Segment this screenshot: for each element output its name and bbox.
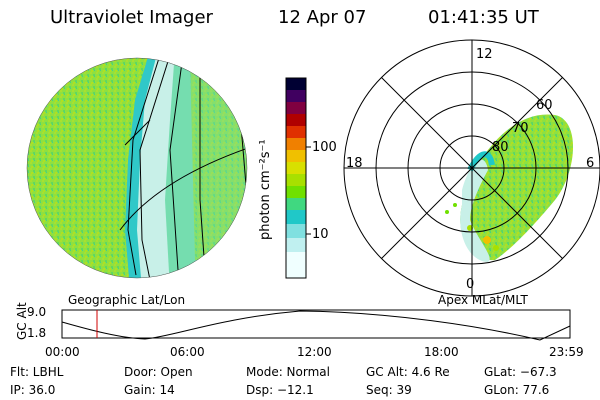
- geographic-image-panel: [26, 57, 248, 279]
- colorbar-unit-label: photon cm⁻²s⁻¹: [258, 139, 273, 240]
- mlt-label-18: 18: [346, 156, 363, 171]
- xtick-1800: 18:00: [424, 345, 459, 359]
- time-label: 01:41:35 UT: [428, 7, 539, 28]
- status-seq: Seq: 39: [366, 383, 412, 397]
- status-dsp: Dsp: −12.1: [246, 383, 314, 397]
- colorbar-tick-10: 10: [312, 227, 329, 242]
- ytick-9: 9.0: [27, 305, 47, 319]
- altitude-plot: [61, 309, 571, 341]
- apex-label: Apex MLat/MLT: [438, 293, 528, 307]
- xtick-2359: 23:59: [549, 345, 584, 359]
- mlt-label-0: 0: [466, 277, 475, 292]
- lat-label-80: 80: [492, 140, 509, 155]
- status-ip: IP: 36.0: [10, 383, 56, 397]
- instrument-title: Ultraviolet Imager: [50, 7, 213, 28]
- status-door: Door: Open: [124, 365, 193, 379]
- polar-plot: [343, 39, 600, 297]
- lat-label-70: 70: [512, 121, 529, 136]
- status-mode: Mode: Normal: [246, 365, 330, 379]
- xtick-0000: 00:00: [45, 345, 80, 359]
- xtick-0600: 06:00: [170, 345, 205, 359]
- lat-label-60: 60: [536, 98, 553, 113]
- colorbar: [285, 77, 311, 279]
- date-label: 12 Apr 07: [278, 7, 367, 28]
- geographic-label: Geographic Lat/Lon: [68, 293, 186, 307]
- xtick-1200: 12:00: [297, 345, 332, 359]
- mlt-label-12: 12: [476, 47, 493, 62]
- colorbar-tick-100: 100: [312, 140, 337, 155]
- altitude-curve: [61, 310, 571, 341]
- status-flt: Flt: LBHL: [10, 365, 64, 379]
- status-gc-alt: GC Alt: 4.6 Re: [366, 365, 450, 379]
- status-gain: Gain: 14: [124, 383, 175, 397]
- polar-grid: [343, 39, 600, 297]
- status-glon: GLon: 77.6: [484, 383, 550, 397]
- ytick-1-8: 1.8: [27, 326, 47, 340]
- status-glat: GLat: −67.3: [484, 365, 557, 379]
- mlt-label-6: 6: [586, 156, 595, 171]
